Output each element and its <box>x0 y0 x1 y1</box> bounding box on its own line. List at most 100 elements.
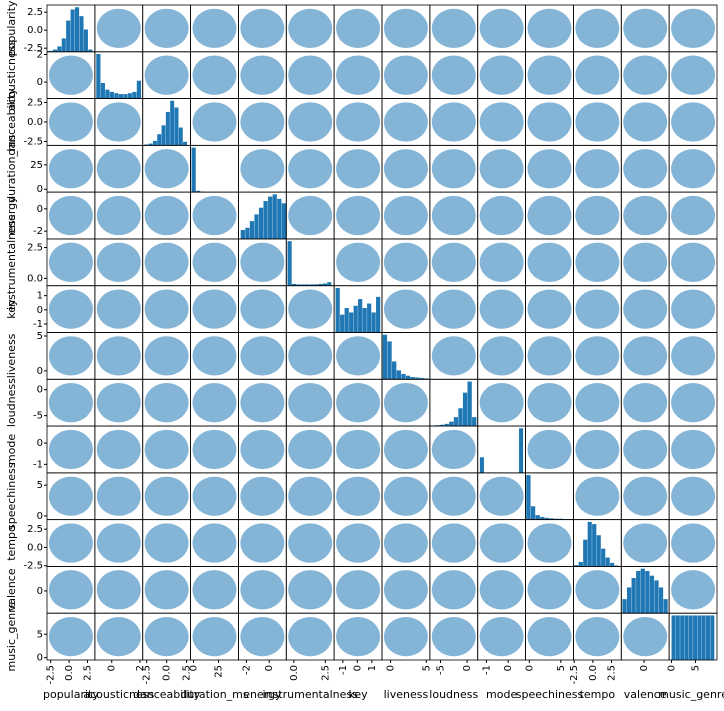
scatter-density <box>623 336 667 375</box>
scatter-density <box>480 243 524 282</box>
histogram-bar <box>241 230 245 239</box>
histogram-bar <box>345 308 349 333</box>
scatter-density <box>336 523 380 562</box>
y-tick-label: 0 <box>37 653 43 664</box>
scatter-density <box>192 383 236 422</box>
histogram-bar <box>606 558 610 567</box>
scatter-density <box>623 477 667 516</box>
scatter-density <box>336 430 380 469</box>
histogram-bar <box>101 83 105 99</box>
scatter-density <box>240 383 284 422</box>
histogram-bar <box>179 128 183 146</box>
histogram-bar <box>110 92 114 99</box>
scatter-density <box>480 196 524 235</box>
histogram-bar <box>277 199 281 239</box>
scatter-density <box>240 477 284 516</box>
scatter-density <box>671 196 715 235</box>
histogram-bar <box>288 241 292 286</box>
x-tick-label: 2.5 <box>82 665 93 681</box>
scatter-density <box>575 56 619 95</box>
histogram-bar <box>105 90 109 99</box>
histogram-bar <box>273 194 277 239</box>
histogram-bar <box>170 101 174 146</box>
x-tick-label: 0 <box>189 665 200 671</box>
x-tick-label: 0 <box>386 665 397 671</box>
scatter-density <box>671 243 715 282</box>
histogram-bar <box>480 457 484 473</box>
scatter-density <box>49 289 93 328</box>
histogram-bar <box>340 315 344 333</box>
scatter-density <box>240 102 284 141</box>
x-tick-label: -1 <box>338 665 349 675</box>
y-axis-label: key <box>5 299 18 319</box>
scatter-density <box>432 523 476 562</box>
y-axis-label: speechiness <box>5 462 18 530</box>
histogram-bar <box>153 141 157 145</box>
y-tick-label: -2.5 <box>23 561 43 572</box>
scatter-density <box>192 56 236 95</box>
cell-frame <box>286 239 334 286</box>
y-tick-label: 5 <box>37 331 43 342</box>
y-tick-label: 0.0 <box>27 117 43 128</box>
scatter-density <box>575 336 619 375</box>
scatter-density <box>432 196 476 235</box>
scatter-density <box>527 196 571 235</box>
scatter-density <box>527 149 571 188</box>
y-tick-label: 0 <box>37 77 43 88</box>
scatter-density <box>192 102 236 141</box>
scatter-density <box>288 430 332 469</box>
histogram-bar <box>650 576 654 614</box>
histogram-bar <box>250 221 254 239</box>
y-tick-label: 2 <box>37 50 43 61</box>
scatter-density <box>145 196 189 235</box>
x-axis-label: music_genre <box>658 688 724 701</box>
y-tick-label: -1 <box>33 459 43 470</box>
scatter-density <box>480 383 524 422</box>
histogram-bar <box>702 615 706 660</box>
histogram-bar <box>706 615 710 660</box>
scatter-density <box>480 56 524 95</box>
scatter-density <box>480 336 524 375</box>
histogram-bar <box>458 408 462 426</box>
scatter-density <box>336 102 380 141</box>
scatter-density <box>671 570 715 609</box>
scatter-density <box>49 617 93 656</box>
scatter-density <box>384 243 428 282</box>
histogram-bar <box>601 549 605 567</box>
scatter-density <box>336 617 380 656</box>
scatter-density <box>384 617 428 656</box>
scatter-density <box>575 289 619 328</box>
histogram-bar <box>259 208 263 239</box>
scatter-density <box>49 383 93 422</box>
y-axis-label: tempo <box>5 525 18 561</box>
histogram-bar <box>636 571 640 613</box>
histogram-bar <box>96 54 100 99</box>
scatter-density <box>49 523 93 562</box>
scatter-density <box>97 383 141 422</box>
histogram-bar <box>672 615 676 660</box>
histogram-bar <box>166 112 170 145</box>
scatter-density <box>527 102 571 141</box>
histogram-bar <box>137 81 141 99</box>
scatter-density <box>240 243 284 282</box>
y-tick-label: 5 <box>37 480 43 491</box>
histogram-bar <box>263 201 267 239</box>
histogram-bar <box>268 197 272 239</box>
scatter-density <box>192 243 236 282</box>
scatter-density <box>432 289 476 328</box>
scatter-density <box>192 9 236 48</box>
y-tick-label: -2 <box>33 226 43 237</box>
scatter-density <box>145 149 189 188</box>
y-tick-label: -5 <box>33 411 43 422</box>
scatter-density <box>145 243 189 282</box>
scatter-density <box>97 570 141 609</box>
scatter-density <box>432 149 476 188</box>
scatter-density <box>97 102 141 141</box>
scatter-density <box>623 102 667 141</box>
x-tick-label: -1 <box>481 665 492 675</box>
x-tick-label: 0 <box>352 665 363 671</box>
histogram-bar <box>84 30 88 52</box>
y-tick-label: 2.5 <box>27 7 43 18</box>
scatter-density <box>480 570 524 609</box>
histogram-bar <box>710 615 714 660</box>
